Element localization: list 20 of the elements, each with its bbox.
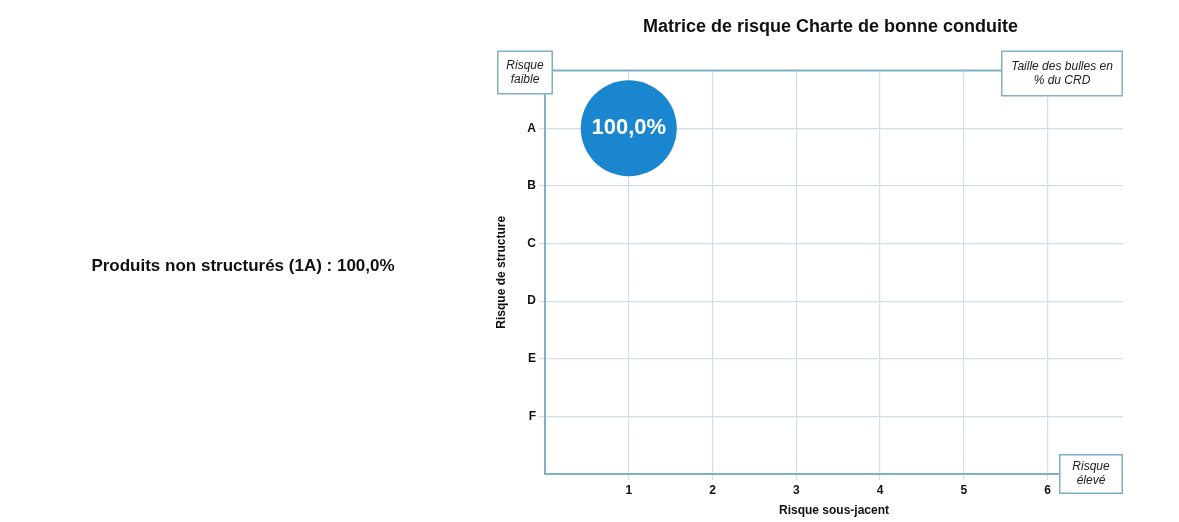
y-tick-label: F — [528, 408, 536, 423]
x-tick-label: 6 — [1044, 482, 1052, 497]
annotation: Risque élevé — [1072, 459, 1110, 488]
x-tick-label: 4 — [876, 482, 884, 497]
x-tick-label: 1 — [625, 482, 633, 497]
text: Risque faible — [506, 57, 544, 86]
chart-title: Matrice de risque Charte de bonne conduite — [642, 15, 1019, 36]
y-tick-label: C — [527, 235, 537, 250]
y-tick-label: D — [527, 293, 537, 308]
x-tick-label: 3 — [792, 482, 800, 497]
data-label: 100,0% — [591, 114, 667, 140]
x-axis-title: Risque sous-jacent — [778, 503, 890, 518]
y-tick-label: A — [527, 120, 537, 135]
annotation: Taille des bulles en % du CRD — [1011, 58, 1114, 87]
y-tick-label: E — [527, 351, 536, 366]
y-axis-title: Risque de structure — [493, 215, 508, 329]
y-tick-label: B — [527, 178, 537, 193]
x-tick-label: 2 — [709, 482, 717, 497]
text: Produits non structurés (1A) : 100,0% — [90, 256, 396, 276]
x-tick-label: 5 — [960, 482, 968, 497]
